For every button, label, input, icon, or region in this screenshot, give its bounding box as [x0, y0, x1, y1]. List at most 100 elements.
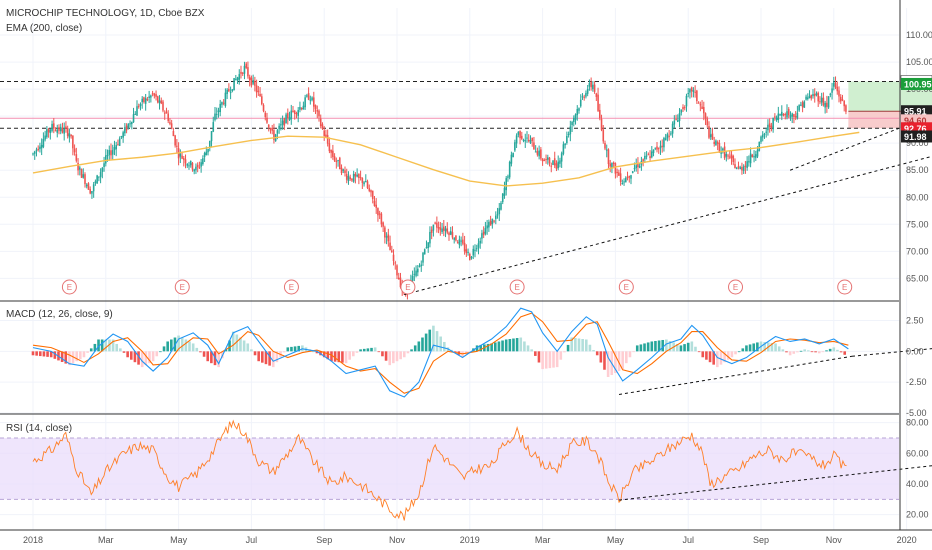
candle-up	[449, 230, 452, 235]
earnings-marker[interactable]	[174, 279, 190, 295]
macd-histogram-bar	[155, 351, 159, 357]
macd-histogram-bar	[777, 346, 781, 352]
macd-histogram-bar	[439, 336, 442, 352]
candle-down	[314, 105, 317, 109]
candle-down	[53, 123, 55, 129]
macd-histogram-bar	[697, 351, 701, 353]
earnings-marker[interactable]	[400, 279, 416, 295]
candle-down	[697, 102, 700, 104]
macd-signal-line[interactable]	[32, 312, 849, 394]
earnings-marker[interactable]	[618, 279, 634, 295]
candle-up	[252, 80, 254, 84]
candle-up	[111, 150, 114, 155]
candle-up	[498, 208, 501, 215]
candle-up	[517, 131, 520, 135]
macd-histogram-bar	[453, 351, 457, 353]
earnings-marker[interactable]	[509, 279, 525, 295]
macd-histogram-bar	[519, 337, 523, 352]
candle-up	[113, 147, 116, 151]
candle-down	[446, 228, 449, 233]
candle-up	[807, 97, 809, 100]
candle-down	[333, 156, 336, 161]
macd-histogram-bar	[621, 351, 624, 370]
earnings-marker[interactable]	[61, 279, 77, 295]
candle-up	[507, 176, 509, 178]
candle-down	[533, 142, 535, 150]
candle-down	[354, 174, 357, 177]
candle-down	[716, 142, 719, 144]
candle-up	[557, 161, 559, 169]
macd-histogram-bar	[191, 343, 195, 352]
candle-down	[519, 130, 521, 139]
candle-up	[418, 265, 421, 267]
candle-up	[59, 126, 62, 132]
earnings-marker[interactable]	[837, 279, 853, 295]
ema-200-line[interactable]	[32, 131, 860, 187]
macd-line[interactable]	[32, 307, 849, 398]
macd-histogram-bar	[242, 340, 246, 352]
macd-histogram-bar	[745, 345, 748, 352]
macd-histogram-bar	[665, 339, 668, 352]
candle-down	[391, 250, 393, 253]
candle-down	[845, 105, 847, 112]
candle-up	[481, 233, 483, 239]
candle-up	[229, 91, 232, 94]
time-tick-label: 2019	[460, 535, 480, 545]
candle-down	[359, 177, 362, 179]
macd-histogram-bar	[723, 351, 726, 363]
candle-up	[581, 96, 584, 98]
candle-down	[316, 109, 319, 112]
rsi-tick-label: 80.00	[906, 418, 929, 428]
candle-up	[503, 187, 506, 196]
earnings-marker[interactable]	[728, 279, 744, 295]
earnings-marker-label: E	[180, 283, 185, 292]
candle-up	[118, 138, 121, 146]
candle-down	[555, 163, 558, 169]
candle-up	[129, 123, 131, 125]
candle-up	[221, 102, 223, 105]
macd-histogram-bar	[108, 339, 111, 352]
macd-histogram-bar	[646, 342, 650, 352]
candle-down	[711, 133, 714, 140]
macd-histogram-bar	[614, 351, 617, 374]
earnings-marker[interactable]	[283, 279, 299, 295]
candle-down	[368, 188, 371, 191]
candle-up	[488, 222, 490, 228]
candle-up	[526, 137, 528, 139]
candle-down	[264, 112, 267, 117]
candle-up	[311, 97, 313, 101]
rsi-band	[0, 438, 899, 500]
macd-histogram-bar	[807, 350, 810, 352]
candle-down	[521, 135, 523, 139]
candle-down	[493, 220, 495, 222]
macd-histogram-bar	[592, 350, 595, 352]
macd-histogram-bar	[115, 343, 119, 352]
candle-down	[690, 87, 693, 92]
candle-down	[392, 254, 395, 261]
candle-down	[612, 162, 615, 164]
candle-down	[751, 154, 754, 158]
candle-up	[205, 151, 208, 156]
candle-up	[415, 270, 417, 276]
candle-up	[623, 181, 625, 183]
macd-histogram-bar	[104, 339, 108, 352]
candle-up	[820, 97, 823, 103]
macd-histogram-bar	[53, 351, 57, 359]
macd-histogram-bar	[68, 351, 71, 366]
rsi-line[interactable]	[32, 419, 847, 521]
macd-panel[interactable]	[0, 300, 932, 398]
macd-histogram-bar	[210, 351, 213, 364]
macd-histogram-bar	[31, 351, 35, 356]
candle-down	[72, 135, 74, 149]
candle-down	[628, 175, 631, 178]
candle-down	[125, 125, 128, 131]
candle-down	[80, 169, 83, 178]
candle-up	[495, 215, 497, 219]
time-tick-label: Sep	[753, 535, 769, 545]
candle-up	[715, 140, 717, 146]
rsi-panel[interactable]	[0, 413, 932, 521]
macd-histogram-bar	[730, 351, 734, 358]
candle-up	[651, 151, 653, 158]
candle-down	[787, 109, 790, 116]
